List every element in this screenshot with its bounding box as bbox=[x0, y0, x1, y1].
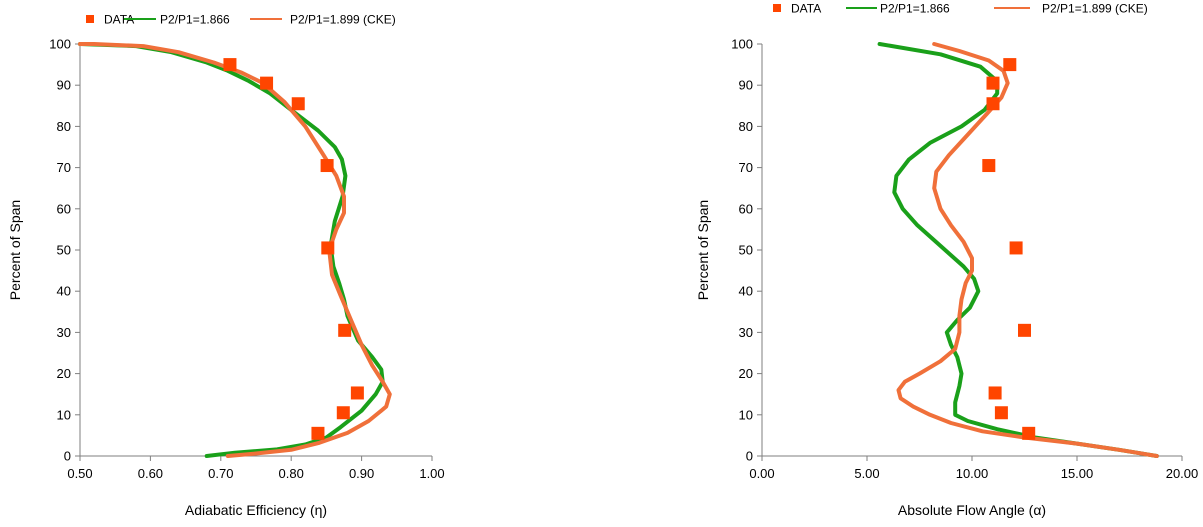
x-tick-label: 0.50 bbox=[67, 466, 92, 481]
legend-label: P2/P1=1.899 (CKE) bbox=[1042, 2, 1148, 16]
y-tick-label: 20 bbox=[57, 366, 71, 381]
y-tick-label: 50 bbox=[57, 243, 71, 258]
x-tick-label: 0.70 bbox=[208, 466, 233, 481]
x-tick-label: 0.80 bbox=[279, 466, 304, 481]
y-tick-label: 80 bbox=[57, 119, 71, 134]
x-axis-title: Absolute Flow Angle (α) bbox=[898, 502, 1046, 518]
y-tick-label: 40 bbox=[739, 284, 753, 299]
y-tick-label: 10 bbox=[739, 407, 753, 422]
data-point bbox=[1009, 241, 1023, 255]
y-tick-label: 0 bbox=[746, 449, 753, 464]
data-point bbox=[338, 323, 352, 337]
y-tick-label: 40 bbox=[57, 284, 71, 299]
data-point bbox=[291, 97, 305, 111]
data-point bbox=[986, 76, 1000, 90]
data-point bbox=[311, 426, 325, 440]
x-tick-label: 20.00 bbox=[1166, 466, 1199, 481]
y-tick-label: 70 bbox=[57, 160, 71, 175]
x-tick-label: 5.00 bbox=[854, 466, 879, 481]
data-point bbox=[986, 97, 1000, 111]
y-tick-label: 100 bbox=[731, 37, 753, 52]
x-tick-label: 0.90 bbox=[349, 466, 374, 481]
legend-data-marker bbox=[86, 15, 94, 23]
y-tick-label: 100 bbox=[49, 37, 71, 52]
y-tick-label: 60 bbox=[57, 201, 71, 216]
y-tick-label: 10 bbox=[57, 407, 71, 422]
legend-label: P2/P1=1.866 bbox=[160, 13, 230, 27]
flow-angle-chart: 0 10 20 30 40 50 60 70 80 90 100 0.00 5.00 10.00 15.00… bbox=[695, 2, 1198, 519]
data-point bbox=[982, 159, 996, 173]
data-point bbox=[336, 406, 350, 420]
x-tick-label: 0.60 bbox=[138, 466, 163, 481]
x-tick-label: 0.00 bbox=[749, 466, 774, 481]
legend-label: DATA bbox=[791, 2, 821, 16]
series-line-1 bbox=[877, 42, 1159, 458]
efficiency-chart: 0 10 20 30 40 50 60 70 80 90 100 0.50 0.60 0.70 0.80 0.… bbox=[7, 13, 445, 519]
y-tick-label: 90 bbox=[57, 78, 71, 93]
y-tick-label: 70 bbox=[739, 160, 753, 175]
data-point bbox=[350, 386, 364, 400]
data-point bbox=[321, 241, 335, 255]
x-tick-label: 1.00 bbox=[419, 466, 444, 481]
legend-label: DATA bbox=[104, 13, 134, 27]
x-axis-title: Adiabatic Efficiency (η) bbox=[185, 502, 327, 518]
data-point bbox=[988, 386, 1002, 400]
y-tick-label: 60 bbox=[739, 201, 753, 216]
y-tick-label: 50 bbox=[739, 243, 753, 258]
data-point bbox=[1018, 323, 1031, 337]
x-tick-label: 10.00 bbox=[956, 466, 989, 481]
series-line-2 bbox=[896, 42, 1159, 458]
data-point bbox=[260, 76, 274, 90]
series-line-2 bbox=[78, 42, 392, 458]
legend-label: P2/P1=1.899 (CKE) bbox=[290, 13, 396, 27]
y-tick-label: 80 bbox=[739, 119, 753, 134]
legend-data-marker bbox=[773, 4, 781, 12]
data-point bbox=[1003, 58, 1017, 72]
x-tick-label: 15.00 bbox=[1061, 466, 1094, 481]
y-tick-label: 90 bbox=[739, 78, 753, 93]
data-point bbox=[1022, 426, 1036, 440]
data-point bbox=[994, 406, 1008, 420]
y-axis-title: Percent of Span bbox=[695, 200, 711, 300]
y-tick-label: 0 bbox=[64, 449, 71, 464]
legend-label: P2/P1=1.866 bbox=[880, 2, 950, 16]
y-tick-label: 30 bbox=[739, 325, 753, 340]
y-tick-label: 30 bbox=[57, 325, 71, 340]
y-tick-label: 20 bbox=[739, 366, 753, 381]
series-line-1 bbox=[78, 42, 385, 458]
data-point bbox=[320, 159, 334, 173]
y-axis-title: Percent of Span bbox=[7, 200, 23, 300]
data-point bbox=[223, 58, 237, 72]
